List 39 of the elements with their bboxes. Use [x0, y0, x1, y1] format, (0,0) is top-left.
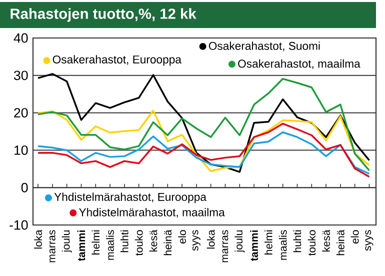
y-tick-label: 0 [21, 182, 28, 192]
legend-label: Yhdistelmärahastot, Eurooppa [54, 192, 206, 204]
x-tick-label: tammi [250, 230, 258, 262]
x-tick-label: marras [222, 230, 228, 262]
x-tick-label: touko [308, 230, 316, 256]
x-tick-label: helmi [92, 230, 100, 254]
x-tick-label: maalis [106, 230, 114, 260]
x-tick-label: touko [134, 230, 143, 256]
x-tick-label: loka [34, 230, 42, 249]
line-series [37, 122, 370, 178]
x-tick-label: maalis [278, 230, 287, 260]
y-tick-label: -10 [10, 220, 28, 230]
y-tick-label: 10 [14, 145, 28, 155]
y-tick-label: 40 [14, 33, 28, 43]
x-tick-label: elo [178, 230, 186, 244]
x-tick-label: tammi [77, 230, 86, 262]
x-tick-label: joulu [234, 230, 245, 252]
x-tick-label: syys [365, 230, 374, 251]
x-tick-label: helmi [264, 230, 272, 254]
y-tick-label: 20 [14, 108, 28, 118]
x-tick-label: marras [50, 230, 56, 262]
y-tick-label: 30 [14, 70, 28, 80]
chart-title: Rahastojen tuotto,%, 12 kk [10, 8, 196, 22]
x-tick-label: kesä [149, 230, 158, 252]
line-series [37, 131, 370, 175]
x-tick-label: loka [206, 230, 215, 249]
x-tick-label: huhti [293, 230, 302, 252]
x-tick-label: heinä [336, 230, 344, 256]
x-tick-label: heinä [164, 230, 172, 256]
x-tick-label: joulu [62, 230, 72, 252]
x-tick-label: syys [192, 230, 200, 251]
x-tick-label: huhti [120, 230, 128, 252]
legend-label: Osakerahastot, Eurooppa [52, 55, 182, 66]
legend-label: Yhdistelmärahastot, maailma [78, 208, 225, 218]
legend-label: Osakerahastot, Suomi [208, 42, 320, 52]
x-tick-label: kesä [322, 230, 330, 252]
x-tick-label: elo [350, 230, 359, 244]
line-series [37, 110, 370, 172]
legend-label: Osakerahastot, maailma [238, 59, 360, 70]
